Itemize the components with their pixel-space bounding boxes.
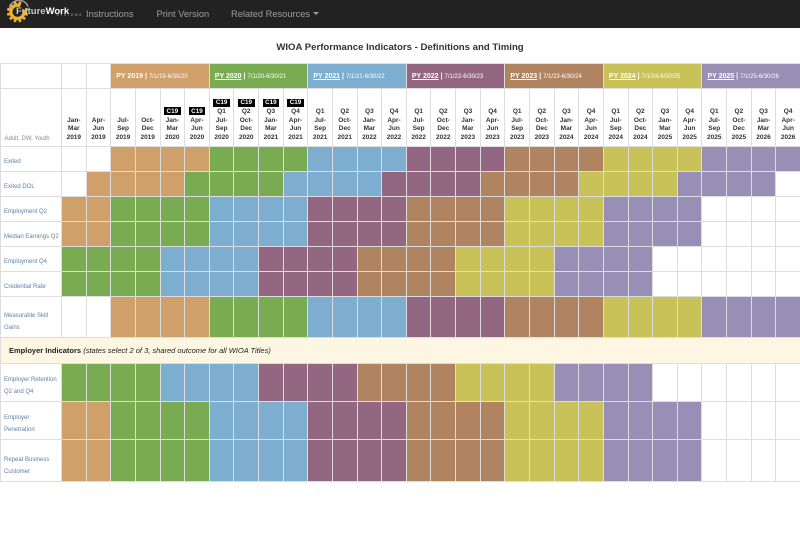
svg-text:FutureWork: FutureWork (16, 6, 70, 17)
svg-text:SYSTEMS: SYSTEMS (57, 13, 83, 17)
